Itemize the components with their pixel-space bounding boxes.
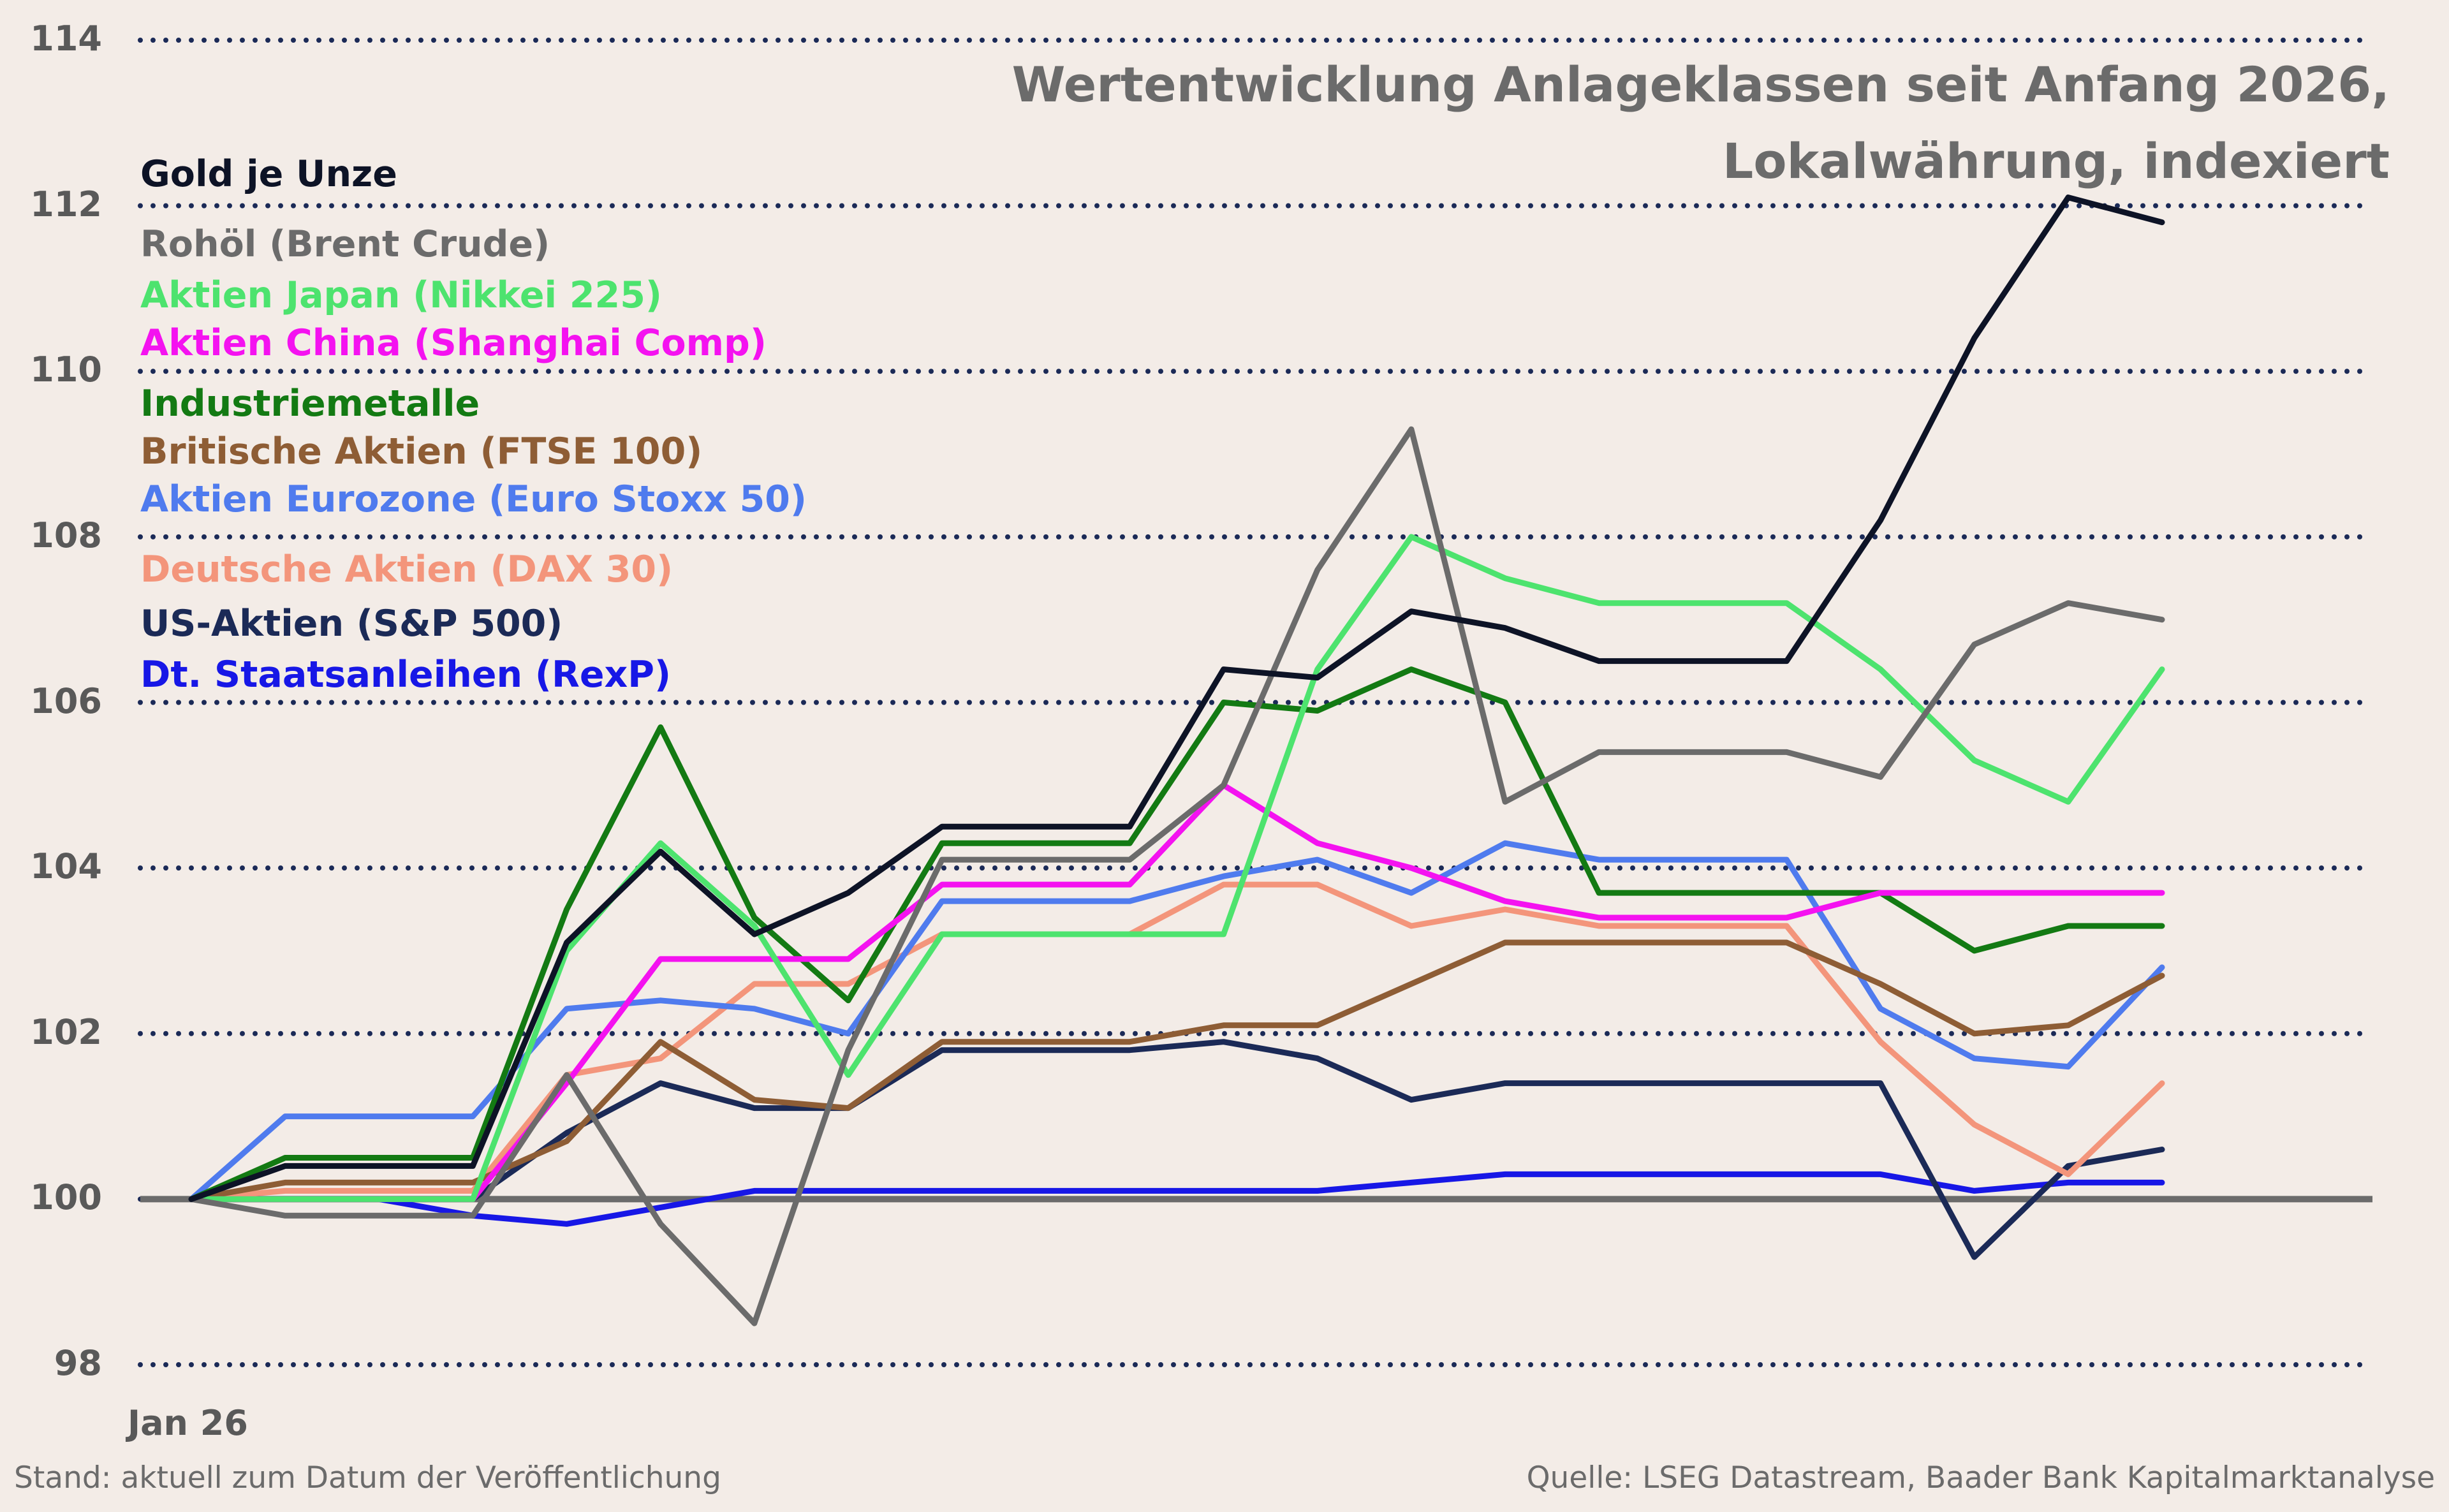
footer-source: Quelle: LSEG Datastream, Baader Bank Kap… bbox=[1526, 1460, 2435, 1495]
chart-title: Wertentwicklung Anlageklassen seit Anfan… bbox=[1011, 56, 2390, 113]
footer-left-note: Stand: aktuell zum Datum der Veröffentli… bbox=[14, 1460, 721, 1495]
series-line bbox=[188, 426, 2165, 1326]
chart-subtitle: Lokalwährung, indexiert bbox=[1722, 133, 2390, 189]
series-line bbox=[188, 939, 2165, 1202]
series-line bbox=[188, 840, 2165, 1202]
legend-entry: Industriemetalle bbox=[140, 383, 480, 425]
y-tick-label: 98 bbox=[54, 1343, 102, 1383]
y-tick-label: 114 bbox=[30, 18, 102, 59]
y-tick-label: 100 bbox=[30, 1177, 102, 1218]
legend-entry: Britische Aktien (FTSE 100) bbox=[140, 430, 703, 473]
series-line bbox=[188, 1039, 2165, 1260]
series-line bbox=[188, 881, 2165, 1202]
x-tick-label: Jan 26 bbox=[128, 1403, 248, 1443]
legend-entry: Deutsche Aktien (DAX 30) bbox=[140, 548, 673, 591]
y-tick-label: 104 bbox=[30, 846, 102, 887]
y-tick-label: 106 bbox=[30, 680, 102, 721]
legend-entry: Gold je Unze bbox=[140, 153, 397, 195]
series-lines bbox=[188, 195, 2165, 1326]
series-line bbox=[188, 1171, 2165, 1227]
series-line bbox=[188, 195, 2165, 1202]
legend-entry: Dt. Staatsanleihen (RexP) bbox=[140, 654, 672, 696]
legend-entry: Aktien China (Shanghai Comp) bbox=[140, 322, 767, 364]
legend-entry: Aktien Eurozone (Euro Stoxx 50) bbox=[140, 478, 807, 520]
series-line bbox=[188, 534, 2165, 1202]
series-line bbox=[188, 666, 2165, 1202]
y-tick-label: 112 bbox=[30, 184, 102, 224]
y-tick-label: 110 bbox=[30, 349, 102, 390]
legend-entry: Aktien Japan (Nikkei 225) bbox=[140, 274, 662, 316]
legend-entry: US-Aktien (S&P 500) bbox=[140, 603, 563, 645]
y-tick-label: 108 bbox=[30, 515, 102, 555]
legend-entry: Rohöl (Brent Crude) bbox=[140, 223, 550, 265]
y-tick-label: 102 bbox=[30, 1011, 102, 1052]
